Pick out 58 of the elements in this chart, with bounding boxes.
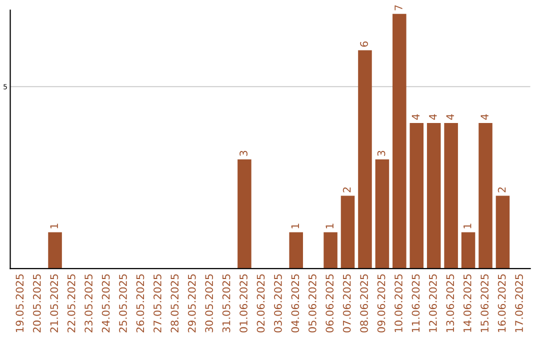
x-tick-label: 10.06.2025: [394, 274, 402, 332]
data-label: 6: [360, 41, 368, 47]
x-tick-label: 31.05.2025: [222, 274, 230, 332]
x-tick-label: 22.05.2025: [67, 274, 76, 332]
x-tick-label: 05.06.2025: [308, 274, 316, 332]
x-tick-label: 20.05.2025: [32, 274, 41, 332]
x-tick-label: 06.06.2025: [326, 274, 334, 332]
x-tick-label: 21.05.2025: [50, 274, 58, 332]
x-tick-label: 28.05.2025: [170, 274, 179, 332]
x-tick-label: 04.06.2025: [291, 274, 300, 332]
x-tick-label: 15.06.2025: [480, 274, 489, 332]
bar: [461, 232, 476, 269]
x-tick-label: 14.06.2025: [463, 274, 472, 332]
data-label: 1: [50, 224, 58, 228]
x-tick-label: 24.05.2025: [102, 274, 110, 332]
data-label: 4: [412, 114, 420, 120]
bar: [324, 232, 338, 269]
data-label: 1: [464, 224, 472, 228]
x-tick-label: 08.06.2025: [360, 274, 368, 332]
bar: [358, 50, 372, 269]
x-tick-label: 16.06.2025: [498, 274, 506, 332]
data-label: 1: [326, 224, 334, 228]
x-tick-label: 03.06.2025: [274, 274, 282, 332]
bar: [340, 196, 355, 269]
data-label: 2: [342, 187, 351, 192]
x-tick-label: 09.06.2025: [377, 274, 386, 332]
x-tick-label: 12.06.2025: [428, 274, 437, 332]
x-tick-label: 11.06.2025: [412, 274, 420, 332]
x-tick-label: 23.05.2025: [84, 274, 92, 332]
data-label: 4: [429, 114, 437, 120]
x-tick-label: 02.06.2025: [256, 274, 265, 332]
bar: [496, 196, 510, 269]
x-tick-label: 19.05.2025: [16, 274, 24, 332]
bar: [238, 159, 252, 269]
data-label: 3: [240, 150, 248, 156]
bar: [289, 232, 303, 269]
x-tick-label: 01.06.2025: [240, 274, 248, 332]
x-tick-label: 27.05.2025: [153, 274, 162, 332]
bar: [48, 232, 62, 269]
x-tick-label: 25.05.2025: [119, 274, 127, 332]
bar: [375, 159, 390, 269]
x-tick-label: 13.06.2025: [446, 274, 454, 332]
x-tick-label: 17.06.2025: [515, 274, 523, 332]
bar: [410, 123, 424, 269]
data-label: 3: [377, 150, 386, 156]
data-label: 1: [291, 224, 299, 228]
data-label: 4: [446, 114, 454, 120]
data-label: 2: [498, 187, 506, 192]
data-label: 4: [480, 114, 488, 120]
bar: [392, 14, 406, 269]
x-tick-label: 30.05.2025: [205, 274, 214, 332]
bar: [444, 123, 458, 269]
x-tick-label: 07.06.2025: [342, 274, 351, 332]
data-label: 7: [394, 5, 402, 10]
bar: [426, 123, 441, 269]
bar: [478, 123, 492, 269]
x-tick-label: 26.05.2025: [136, 274, 144, 332]
x-tick-label: 29.05.2025: [188, 274, 196, 332]
